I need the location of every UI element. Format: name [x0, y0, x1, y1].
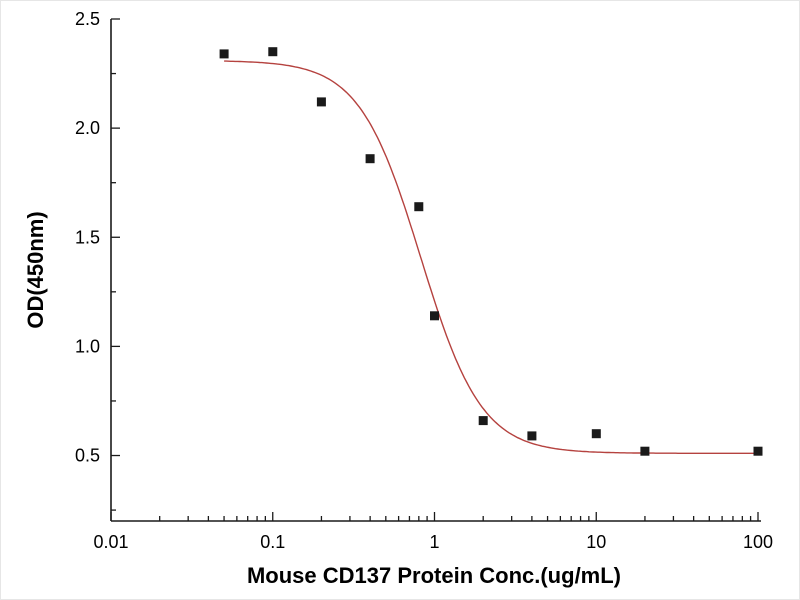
data-point — [478, 416, 488, 426]
x-axis-title: Mouse CD137 Protein Conc.(ug/mL) — [247, 563, 621, 588]
tick-labels: 0.01 0.1 1 10 100 0.5 1.0 1.5 2.0 2.5 — [75, 9, 773, 552]
data-point — [591, 429, 601, 439]
data-point — [430, 311, 439, 321]
tick-marks — [110, 18, 759, 521]
data-point — [268, 47, 278, 57]
y-tick-label: 1.0 — [75, 336, 100, 356]
data-point — [316, 97, 326, 107]
data-point — [219, 49, 229, 59]
y-tick-label: 0.5 — [75, 446, 100, 466]
x-tick-label: 100 — [743, 532, 773, 552]
y-tick-label: 2.5 — [75, 9, 100, 29]
data-point — [414, 202, 424, 212]
fit-curve — [224, 60, 758, 454]
data-point — [527, 431, 537, 441]
data-point — [640, 446, 650, 456]
data-points — [219, 47, 763, 456]
x-tick-label: 0.01 — [93, 532, 128, 552]
x-tick-label: 0.1 — [260, 532, 285, 552]
plot-area: 0.01 0.1 1 10 100 0.5 1.0 1.5 2.0 2.5 — [75, 9, 773, 552]
y-tick-label: 2.0 — [75, 118, 100, 138]
y-tick-label: 1.5 — [75, 227, 100, 247]
data-point — [365, 154, 375, 164]
x-tick-label: 1 — [429, 532, 439, 552]
data-point — [753, 446, 763, 456]
axes — [110, 19, 761, 522]
y-axis-title: OD(450nm) — [23, 211, 48, 328]
x-tick-label: 10 — [586, 532, 606, 552]
